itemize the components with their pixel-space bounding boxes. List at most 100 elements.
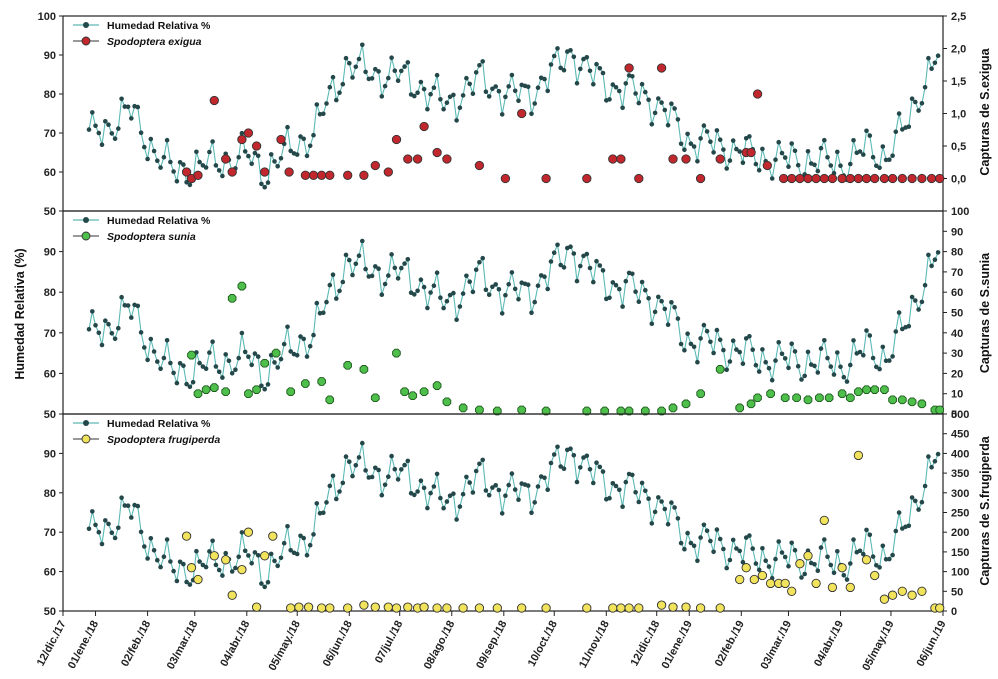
frugiperda-point [780,578,790,589]
exigua-point [803,173,813,184]
humidity-point [630,472,635,478]
humidity-point [730,537,736,543]
humidity-point [382,281,388,287]
humidity-point [675,316,681,321]
humidity-point [106,122,111,127]
humidity-point [493,84,499,89]
humidity-point [275,365,281,370]
humidity-point [386,273,391,278]
humidity-point [529,510,534,516]
humidity-point [822,137,827,143]
humidity-point [246,153,251,159]
humidity-point [584,55,590,60]
humidity-point [389,252,394,257]
humidity-point [561,67,567,73]
sunia-point [359,365,369,374]
humidity-point [704,328,710,334]
frugiperda-point [634,603,644,613]
humidity-point [405,60,411,65]
humidity-point [594,460,599,466]
humidity-point [932,257,938,263]
legend-humidity-marker [83,217,89,223]
humidity-point [477,260,482,265]
humidity-point [607,495,612,501]
humidity-point [334,496,339,502]
humidity-point [786,164,791,169]
humidity-point [578,66,583,72]
y-tick-label-left: 60 [44,567,56,579]
x-tick-label: 11/nov./18 [577,619,612,670]
humidity-point [486,492,492,498]
humidity-point [109,131,115,136]
humidity-point [685,530,690,536]
frugiperda-point [370,602,380,612]
humidity-point [818,145,824,151]
humidity-point [909,294,915,300]
humidity-point [760,146,765,152]
humidity-point [177,361,183,366]
sunia-point [917,399,927,409]
humidity-point [112,535,118,541]
humidity-point [591,82,596,87]
humidity-point [919,101,925,106]
humidity-point [633,490,638,495]
legend-humidity-marker [83,420,89,426]
exigua-point [778,173,789,184]
humidity-point [278,156,284,161]
humidity-point [373,66,378,72]
humidity-point [620,504,625,510]
humidity-point [675,516,681,521]
humidity-point [555,46,560,51]
humidity-point [747,134,752,139]
humidity-point [428,290,433,295]
humidity-point [597,263,603,268]
humidity-point [600,469,606,474]
humidity-point [389,453,394,459]
humidity-point [844,577,850,582]
humidity-point [382,482,388,488]
humidity-point [164,137,170,143]
humidity-point [301,336,307,342]
y-tick-label-right: 0,0 [951,174,966,186]
humidity-point [171,169,176,174]
sunia-point [600,406,609,416]
y-tick-label-right: 60 [951,287,963,299]
humidity-point [779,351,785,357]
humidity-point [769,176,775,181]
frugiperda-point [811,578,821,589]
humidity-point [659,499,664,504]
humidity-point [887,556,892,562]
y-tick-label-left: 100 [38,11,56,23]
humidity-point [438,495,443,501]
humidity-point [877,366,882,372]
humidity-point [129,315,134,320]
humidity-point [525,84,531,90]
humidity-point [148,136,154,142]
humidity-point [913,298,918,303]
humidity-point [399,467,404,472]
frugiperda-point [403,602,413,612]
humidity-point [99,541,105,547]
humidity-point [730,138,736,143]
humidity-point [281,540,287,546]
humidity-point [825,155,830,160]
legend-species-label: Spodoptera exigua [107,36,202,48]
humidity-point [174,380,180,386]
humidity-point [207,549,212,554]
frugiperda-point [492,603,502,613]
exigua-point [308,170,319,180]
humidity-point [649,321,655,327]
humidity-point [623,278,629,284]
humidity-point [96,330,102,336]
humidity-point [330,473,336,479]
humidity-point [223,550,228,556]
y-tick-label-right: 350 [951,468,969,480]
sunia-point [766,389,775,399]
exigua-point [845,173,855,184]
humidity-point [353,261,359,267]
sunia-point [657,406,666,416]
humidity-point [142,544,147,549]
humidity-point [861,152,866,157]
humidity-point [464,474,469,480]
x-tick-label: 04/abr./19 [812,619,846,669]
